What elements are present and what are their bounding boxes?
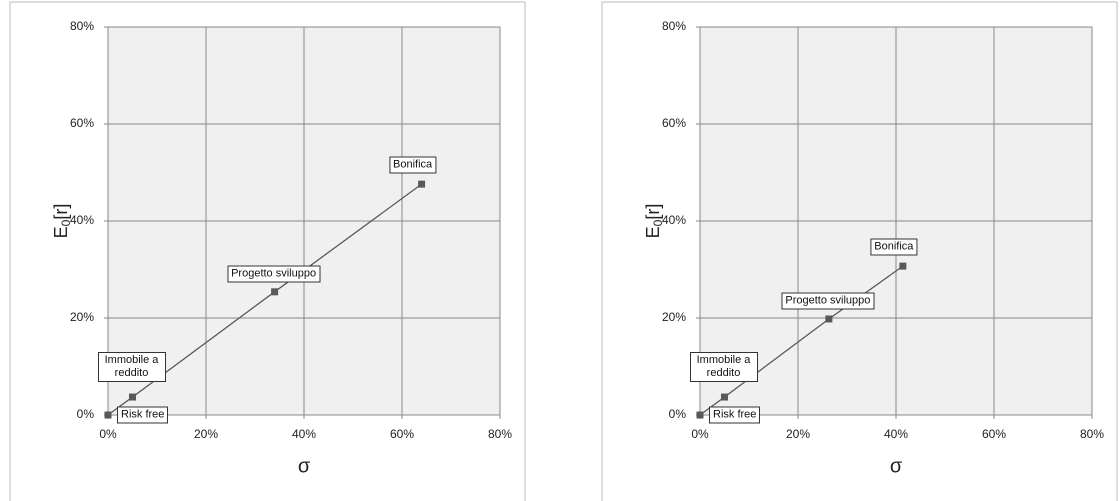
y-axis-label-part: E <box>51 226 71 238</box>
data-point <box>696 411 704 419</box>
x-tick-label: 60% <box>390 427 414 441</box>
data-point <box>418 180 426 188</box>
point-label: Bonifica <box>870 238 918 256</box>
y-tick-label: 20% <box>70 310 94 324</box>
x-tick-label: 20% <box>786 427 810 441</box>
y-tick-label: 60% <box>70 116 94 130</box>
y-axis-label-part: E <box>643 226 663 238</box>
y-axis-label-part: [r] <box>51 204 71 220</box>
x-tick-label: 0% <box>691 427 709 441</box>
point-label: Immobile a reddito <box>97 352 166 383</box>
series-line <box>107 183 422 416</box>
point-label: Immobile a reddito <box>689 352 758 383</box>
point-label: Progetto sviluppo <box>781 292 875 310</box>
x-axis-label: σ <box>298 455 311 477</box>
x-tick-label: 40% <box>884 427 908 441</box>
y-tick-label: 20% <box>662 310 686 324</box>
x-tick-label: 80% <box>1080 427 1104 441</box>
y-axis-label-sub: 0 <box>651 219 665 226</box>
y-tick-label: 80% <box>70 19 94 33</box>
panel-border <box>601 1 1118 501</box>
data-point <box>129 393 136 401</box>
data-point <box>104 411 112 419</box>
y-axis-label-part: [r] <box>643 204 663 220</box>
panel-border <box>9 1 526 501</box>
y-axis-label: E0[r] <box>643 204 665 239</box>
point-label: Bonifica <box>389 156 437 174</box>
y-tick-label: 80% <box>662 19 686 33</box>
point-label: Risk free <box>709 406 761 424</box>
point-label: Risk free <box>117 406 169 424</box>
y-tick-label: 0% <box>77 407 95 421</box>
x-tick-label: 20% <box>194 427 218 441</box>
x-tick-label: 60% <box>982 427 1006 441</box>
x-tick-label: 0% <box>99 427 117 441</box>
y-tick-label: 60% <box>662 116 686 130</box>
chart: 0% 20% 40% 60% 80% 0% 20% 40% 60% 80% σ E0[r] <box>9 1 526 501</box>
data-point <box>899 262 907 270</box>
point-label: Progetto sviluppo <box>227 265 321 283</box>
data-point <box>271 288 279 296</box>
data-point <box>825 315 833 323</box>
chart: 0% 20% 40% 60% 80% 0% 20% 40% 60% 80% σ E0[r] <box>601 1 1118 501</box>
y-tick-label: 40% <box>70 213 94 227</box>
x-axis-label: σ <box>890 455 903 477</box>
chart-panel: 0% 20% 40% 60% 80% 0% 20% 40% 60% 80% σ E0[r] Risk f… <box>0 0 528 501</box>
y-tick-label: 0% <box>669 407 687 421</box>
y-axis-label: E0[r] <box>51 204 73 239</box>
y-tick-label: 40% <box>662 213 686 227</box>
data-point <box>721 393 728 401</box>
y-axis-label-sub: 0 <box>59 219 73 226</box>
x-tick-label: 80% <box>488 427 512 441</box>
chart-panel: 0% 20% 40% 60% 80% 0% 20% 40% 60% 80% σ E0[r] Risk f… <box>592 0 1120 501</box>
x-tick-label: 40% <box>292 427 316 441</box>
